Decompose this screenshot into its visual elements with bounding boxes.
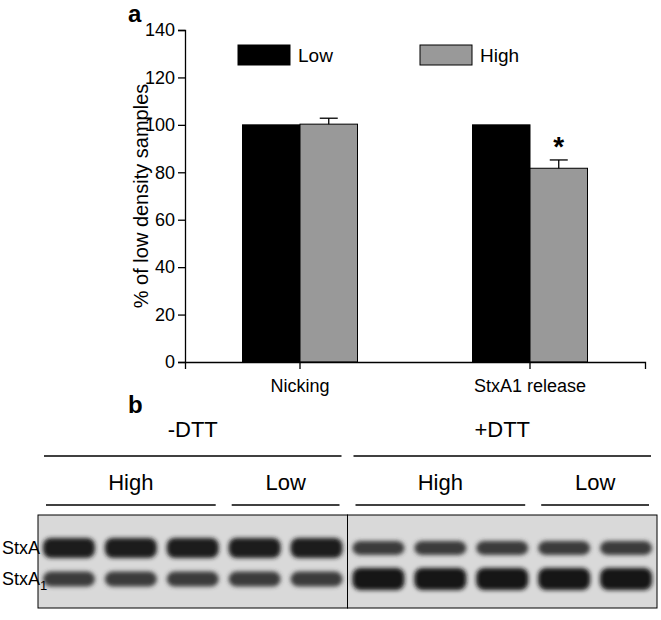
bar xyxy=(530,168,588,362)
group-line xyxy=(44,455,342,457)
panel-b: -DTTHighLow+DTTHighLowStxAStxA1 xyxy=(2,417,657,608)
tick-mark xyxy=(178,30,185,31)
tick: 20 xyxy=(155,305,185,325)
bar xyxy=(300,124,358,362)
tick-label: 80 xyxy=(155,163,175,183)
annotation: * xyxy=(553,131,564,162)
tick-mark xyxy=(299,362,300,369)
error-cap xyxy=(320,118,338,119)
tick-label: StxA1 release xyxy=(474,376,586,396)
tick-mark xyxy=(178,220,185,221)
band xyxy=(414,541,466,555)
tick-label: 140 xyxy=(145,20,175,40)
blot-background xyxy=(38,515,348,608)
figure: 020406080100120140NickingStxA1 release*L… xyxy=(0,0,661,620)
panel-label: b xyxy=(128,391,143,418)
tick: 0 xyxy=(165,352,185,372)
band xyxy=(291,538,343,558)
axis-title: % of low density samples xyxy=(130,84,152,309)
band xyxy=(476,568,528,590)
tick-mark xyxy=(178,125,185,126)
tick-label: 20 xyxy=(155,305,175,325)
tick-mark xyxy=(178,267,185,268)
blot-image xyxy=(38,515,348,608)
band xyxy=(600,541,652,555)
tick: 80 xyxy=(155,163,185,183)
blot-background xyxy=(348,515,658,608)
tick-mark xyxy=(178,172,185,173)
tick: 140 xyxy=(145,20,185,40)
tick-label: 60 xyxy=(155,210,175,230)
tick-label: 40 xyxy=(155,257,175,277)
band xyxy=(538,541,590,555)
legend-label: Low xyxy=(298,45,333,66)
panel-a: 020406080100120140NickingStxA1 release*L… xyxy=(145,20,646,396)
tick-label: Nicking xyxy=(270,376,329,396)
axis-line xyxy=(186,363,646,370)
tick: 40 xyxy=(155,257,185,277)
legend-item: Low xyxy=(238,45,333,66)
group-line xyxy=(541,504,649,506)
band-label-subscript: 1 xyxy=(40,578,47,593)
band xyxy=(291,572,343,587)
legend-swatch xyxy=(420,45,472,65)
group-line xyxy=(356,504,526,506)
band-label: StxA1 xyxy=(2,569,47,593)
tick-mark xyxy=(178,77,185,78)
panel-label: a xyxy=(128,0,142,27)
subgroup-label: Low xyxy=(575,470,615,495)
band xyxy=(229,538,281,558)
tick: 60 xyxy=(155,210,185,230)
axis-line xyxy=(178,31,186,363)
legend-swatch xyxy=(238,45,290,65)
x-axis: Nicking StxA1 release xyxy=(186,362,646,396)
subgroup-label: High xyxy=(108,470,153,495)
band-label-text: StxA xyxy=(2,569,40,589)
band xyxy=(105,538,157,558)
band xyxy=(167,538,219,558)
tick: StxA1 release xyxy=(474,362,586,396)
condition-label: -DTT xyxy=(168,417,218,442)
band xyxy=(538,568,590,590)
tick: Nicking xyxy=(270,362,329,396)
bar xyxy=(473,125,531,362)
plot-area xyxy=(243,118,588,362)
band-label: StxA xyxy=(2,538,40,558)
band xyxy=(105,572,157,587)
subgroup-label: High xyxy=(418,470,463,495)
legend-item: High xyxy=(420,45,519,66)
condition-label: +DTT xyxy=(474,417,530,442)
band xyxy=(167,572,219,587)
tick-mark xyxy=(529,362,530,369)
subgroup-label: Low xyxy=(265,470,305,495)
band xyxy=(600,568,652,590)
group-line xyxy=(354,455,652,457)
bar xyxy=(243,125,301,362)
blot-image xyxy=(348,515,658,608)
band xyxy=(352,541,404,555)
group-line xyxy=(46,504,216,506)
band xyxy=(229,572,281,587)
tick-mark xyxy=(178,362,185,363)
band xyxy=(476,541,528,555)
band xyxy=(414,568,466,590)
band xyxy=(352,568,404,590)
group-line xyxy=(232,504,340,506)
band-label-text: StxA xyxy=(2,538,40,558)
band xyxy=(43,572,95,587)
tick-mark xyxy=(178,314,185,315)
legend-label: High xyxy=(480,45,519,66)
legend: Low High xyxy=(238,45,519,66)
band xyxy=(43,538,95,558)
tick-label: 0 xyxy=(165,352,175,372)
